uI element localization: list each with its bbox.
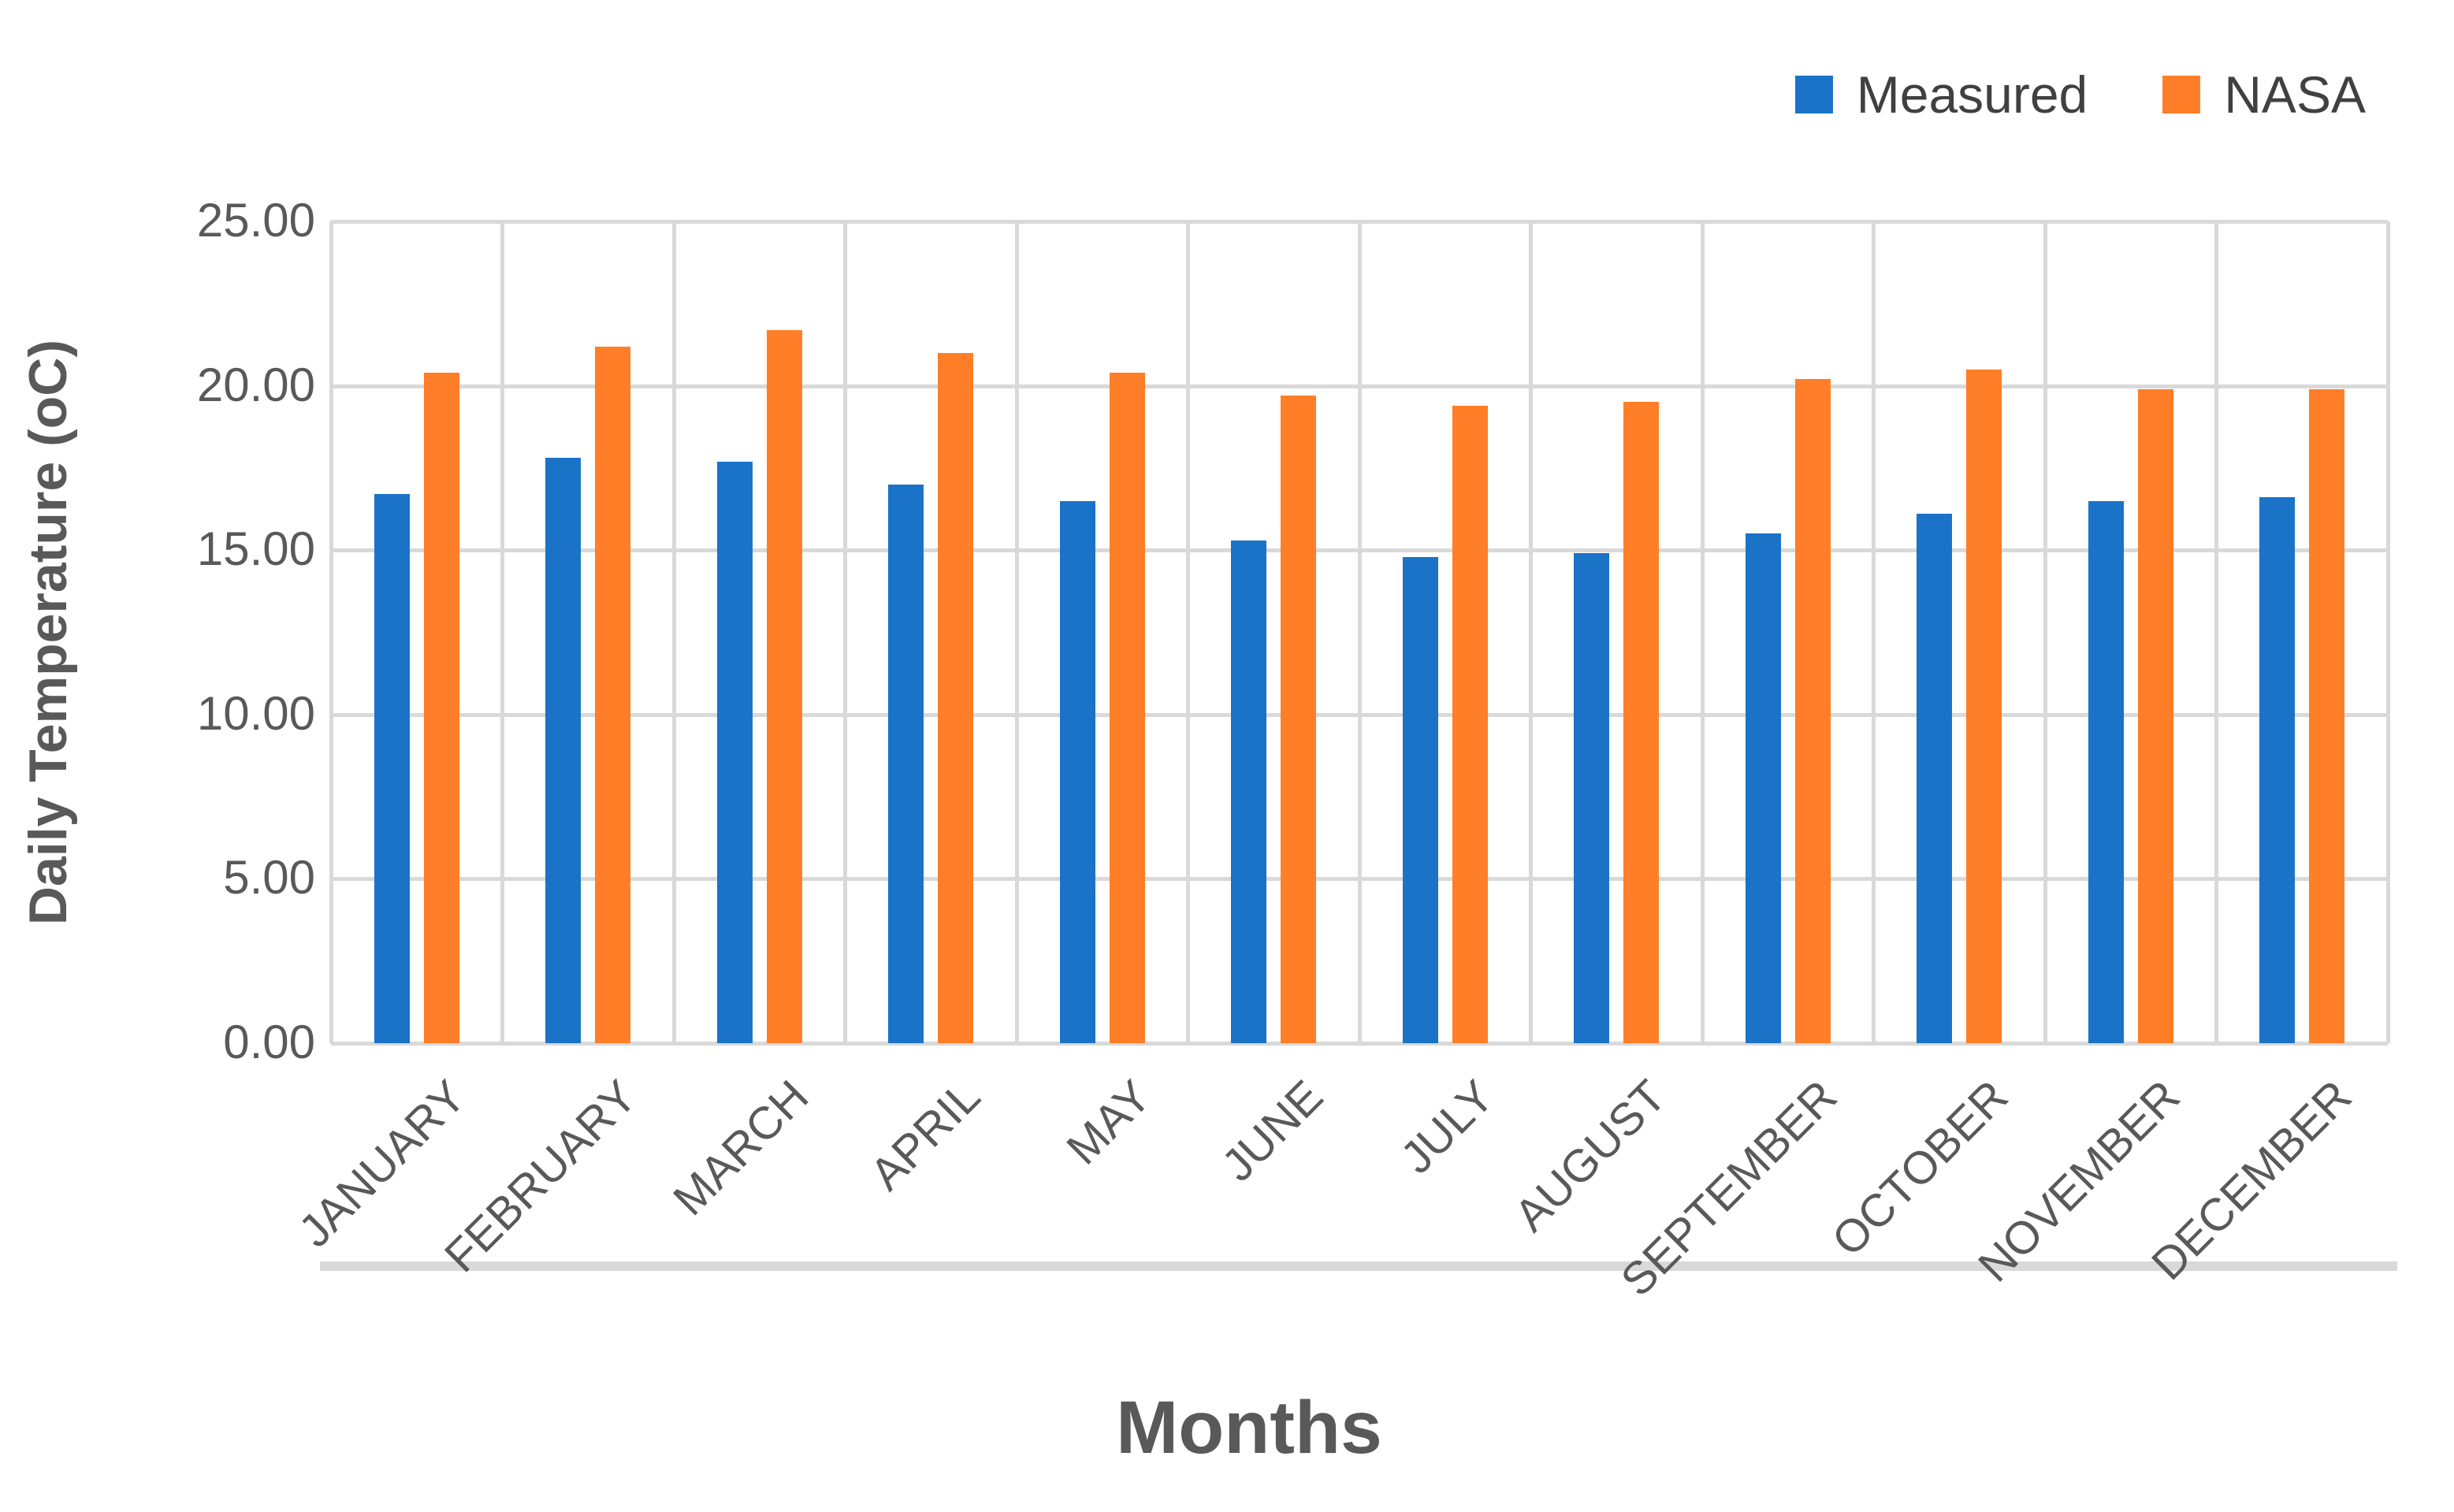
gridline-vertical [1700, 221, 1705, 1043]
gridline-vertical [1357, 221, 1362, 1043]
bar-measured-december [2259, 497, 2296, 1043]
bar-nasa-may [1109, 372, 1145, 1043]
bar-nasa-september [1794, 379, 1831, 1043]
gridline-vertical [671, 221, 676, 1043]
bar-measured-january [374, 494, 410, 1043]
x-tick-label-january: JANUARY [288, 1070, 476, 1258]
bar-measured-july [1402, 556, 1438, 1043]
gridline-vertical [329, 221, 333, 1043]
x-axis-line [320, 1261, 2397, 1271]
bar-nasa-april [938, 352, 974, 1043]
y-tick-label: 15.00 [196, 522, 315, 576]
x-tick-label-march: MARCH [664, 1070, 819, 1226]
bar-measured-may [1059, 500, 1095, 1043]
bar-measured-march [716, 461, 753, 1043]
bar-measured-november [2088, 500, 2124, 1043]
bar-nasa-november [2137, 388, 2173, 1043]
x-tick-label-june: JUNE [1211, 1070, 1333, 1191]
bar-measured-june [1231, 540, 1267, 1043]
bar-measured-september [1745, 533, 1781, 1043]
bar-nasa-january [423, 372, 459, 1043]
gridline-vertical [1014, 221, 1019, 1043]
y-tick-label: 25.00 [196, 194, 315, 247]
y-axis-title: Daily Temperature (oC) [18, 339, 78, 926]
bar-nasa-july [1452, 405, 1488, 1043]
x-tick-label-may: MAY [1057, 1070, 1162, 1175]
plot-area [320, 220, 2397, 1271]
x-axis-title: Months [1116, 1386, 1382, 1469]
bar-nasa-october [1966, 369, 2002, 1043]
bar-nasa-march [766, 329, 802, 1043]
legend-item-measured: Measured [1794, 65, 2088, 124]
bar-nasa-august [1623, 402, 1660, 1043]
y-tick-label: 5.00 [223, 851, 315, 905]
gridline-vertical [1186, 221, 1190, 1043]
bar-measured-august [1574, 553, 1610, 1043]
legend: Measured NASA [1794, 65, 2366, 124]
bar-measured-october [1917, 514, 1953, 1043]
gridline-vertical [2385, 221, 2390, 1043]
bar-nasa-december [2309, 388, 2345, 1043]
gridline-vertical [843, 221, 847, 1043]
bar-measured-february [545, 458, 582, 1043]
bar-nasa-february [595, 346, 631, 1043]
bar-measured-april [888, 484, 924, 1043]
legend-label-nasa: NASA [2224, 65, 2366, 124]
gridline-vertical [2043, 221, 2047, 1043]
y-tick-label: 10.00 [196, 686, 315, 740]
x-tick-label-july: JULY [1391, 1070, 1504, 1183]
gridline-horizontal [331, 1042, 2388, 1046]
legend-swatch-measured-icon [1794, 76, 1833, 113]
x-tick-label-april: APRIL [860, 1070, 990, 1201]
legend-item-nasa: NASA [2162, 65, 2366, 124]
legend-label-measured: Measured [1856, 65, 2088, 124]
gridline-vertical [1529, 221, 1533, 1043]
gridline-vertical [1872, 221, 1876, 1043]
gridline-vertical [500, 221, 504, 1043]
x-tick-label-august: AUGUST [1504, 1070, 1675, 1242]
legend-swatch-nasa-icon [2162, 76, 2201, 113]
y-tick-label: 0.00 [223, 1016, 315, 1069]
bar-nasa-june [1281, 396, 1317, 1043]
y-tick-label: 20.00 [196, 358, 315, 411]
gridline-vertical [2214, 221, 2218, 1043]
